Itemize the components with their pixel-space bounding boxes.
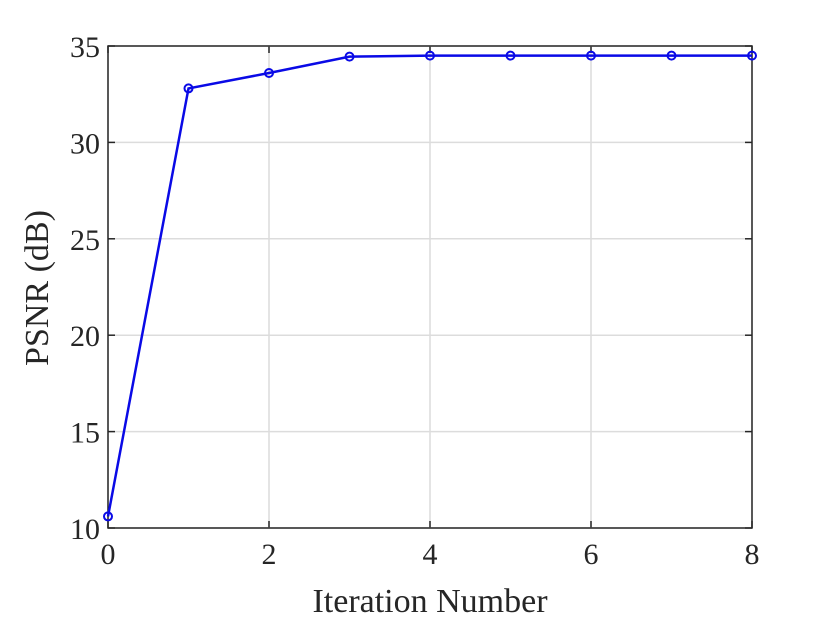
x-tick-label: 2 (262, 538, 277, 571)
data-point (264, 67, 274, 78)
data-point (586, 50, 596, 61)
data-point (505, 50, 516, 61)
x-axis-label: Iteration Number (312, 583, 548, 620)
data-point (183, 83, 194, 94)
x-tick-label: 8 (745, 538, 760, 571)
data-point (747, 50, 757, 61)
y-tick-label: 30 (70, 127, 100, 160)
x-tick-label: 4 (423, 538, 438, 571)
y-tick-label: 15 (70, 417, 100, 450)
data-point (425, 50, 435, 61)
y-tick-label: 10 (70, 513, 100, 546)
y-tick-label: 35 (70, 31, 100, 64)
x-tick-label: 6 (584, 538, 599, 571)
y-tick-label: 20 (70, 320, 100, 353)
y-tick-label: 25 (70, 224, 100, 257)
data-point (103, 511, 113, 522)
plot-frame (107, 45, 753, 529)
data-point (344, 51, 355, 62)
x-tick-label: 0 (101, 538, 116, 571)
y-axis-label: PSNR (dB) (19, 210, 56, 366)
data-line (106, 54, 752, 517)
data-point (666, 50, 677, 61)
